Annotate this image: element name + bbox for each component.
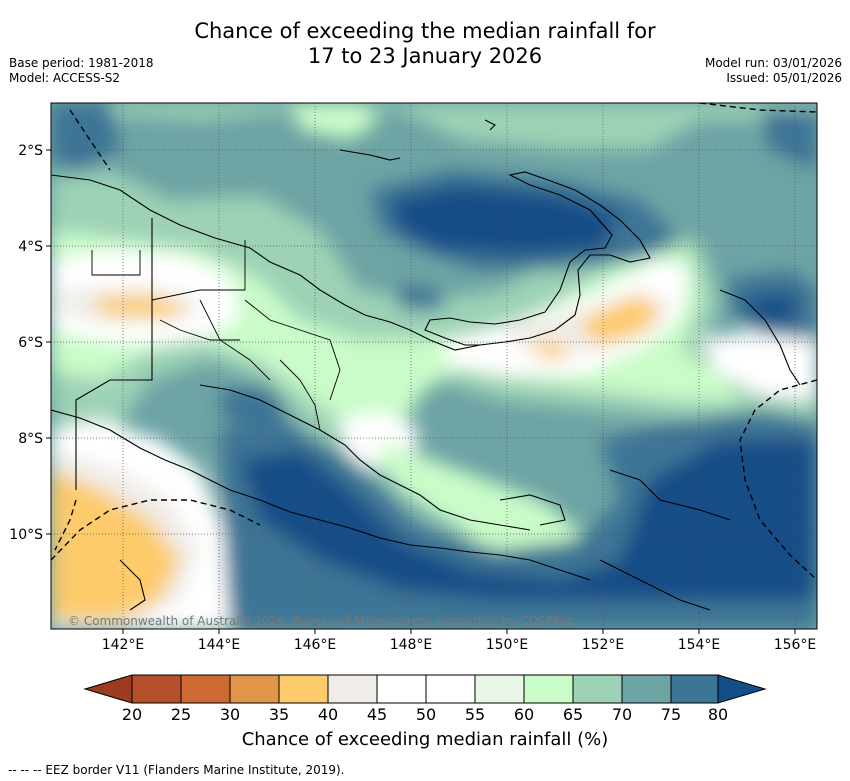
lat-label: 6°S bbox=[18, 335, 43, 351]
lat-label: 8°S bbox=[18, 431, 43, 447]
colorbar-bin bbox=[279, 675, 328, 703]
colorbar-bin bbox=[426, 675, 475, 703]
lat-label: 4°S bbox=[18, 239, 43, 255]
lat-label: 10°S bbox=[9, 527, 43, 543]
meta-right: Model run: 03/01/2026 Issued: 05/01/2026 bbox=[705, 56, 842, 86]
colorbar-tick: 20 bbox=[122, 705, 142, 724]
title-line-1: Chance of exceeding the median rainfall … bbox=[194, 19, 656, 43]
lon-label: 152°E bbox=[582, 637, 625, 653]
model-name: Model: ACCESS-S2 bbox=[9, 71, 121, 85]
colorbar-bin bbox=[524, 675, 573, 703]
axis-ticks bbox=[46, 149, 796, 634]
colorbar-lt20 bbox=[83, 674, 133, 704]
lon-label: 146°E bbox=[294, 637, 337, 653]
issued-date: Issued: 05/01/2026 bbox=[726, 71, 842, 85]
graticule bbox=[51, 103, 817, 629]
lat-label: 2°S bbox=[18, 143, 43, 159]
lon-label: 144°E bbox=[198, 637, 241, 653]
meta-left: Base period: 1981-2018 Model: ACCESS-S2 bbox=[9, 56, 154, 86]
lon-label: 154°E bbox=[678, 637, 721, 653]
probability-field bbox=[51, 103, 817, 629]
colorbar-bin bbox=[671, 675, 718, 703]
colorbar-bin bbox=[475, 675, 524, 703]
colorbar: 20 25 30 35 40 45 50 55 60 65 70 75 80 bbox=[83, 674, 767, 724]
colorbar-bin bbox=[132, 675, 181, 703]
eez-legend: -- -- -- EEZ border V11 (Flanders Marine… bbox=[8, 763, 345, 777]
colorbar-tick: 55 bbox=[465, 705, 485, 724]
map-frame bbox=[50, 102, 818, 630]
base-period: Base period: 1981-2018 bbox=[9, 56, 154, 70]
lon-labels: 142°E 144°E 146°E 148°E 150°E 152°E 154°… bbox=[102, 637, 817, 653]
colorbar-bin bbox=[573, 675, 622, 703]
colorbar-tick: 40 bbox=[318, 705, 338, 724]
lat-labels: 2°S 4°S 6°S 8°S 10°S bbox=[9, 143, 43, 543]
colorbar-bin bbox=[328, 675, 377, 703]
lon-label: 148°E bbox=[390, 637, 433, 653]
colorbar-bin bbox=[230, 675, 279, 703]
colorbar-tick: 80 bbox=[708, 705, 728, 724]
colorbar-tick: 45 bbox=[367, 705, 387, 724]
province-borders bbox=[91, 240, 341, 431]
colorbar-label: Chance of exceeding median rainfall (%) bbox=[241, 729, 609, 750]
model-run: Model run: 03/01/2026 bbox=[704, 56, 842, 70]
colorbar-bin bbox=[181, 675, 230, 703]
colorbar-tick: 30 bbox=[220, 705, 240, 724]
colorbar-tick: 35 bbox=[269, 705, 289, 724]
coastlines bbox=[51, 119, 801, 611]
eez-border bbox=[51, 103, 817, 581]
colorbar-tick: 50 bbox=[416, 705, 436, 724]
colorbar-tick: 25 bbox=[171, 705, 191, 724]
colorbar-gt80 bbox=[717, 674, 767, 704]
colorbar-tick: 65 bbox=[563, 705, 583, 724]
lon-label: 156°E bbox=[774, 637, 817, 653]
lon-label: 150°E bbox=[486, 637, 529, 653]
colorbar-tick: 75 bbox=[661, 705, 681, 724]
colorbar-bin bbox=[377, 675, 426, 703]
title-line-2: 17 to 23 January 2026 bbox=[307, 44, 543, 68]
copyright-notice: © Commonwealth of Australia 2026, Bureau… bbox=[68, 614, 574, 628]
colorbar-tick: 60 bbox=[514, 705, 534, 724]
lon-label: 142°E bbox=[102, 637, 145, 653]
colorbar-bin bbox=[622, 675, 671, 703]
colorbar-tick: 70 bbox=[612, 705, 632, 724]
